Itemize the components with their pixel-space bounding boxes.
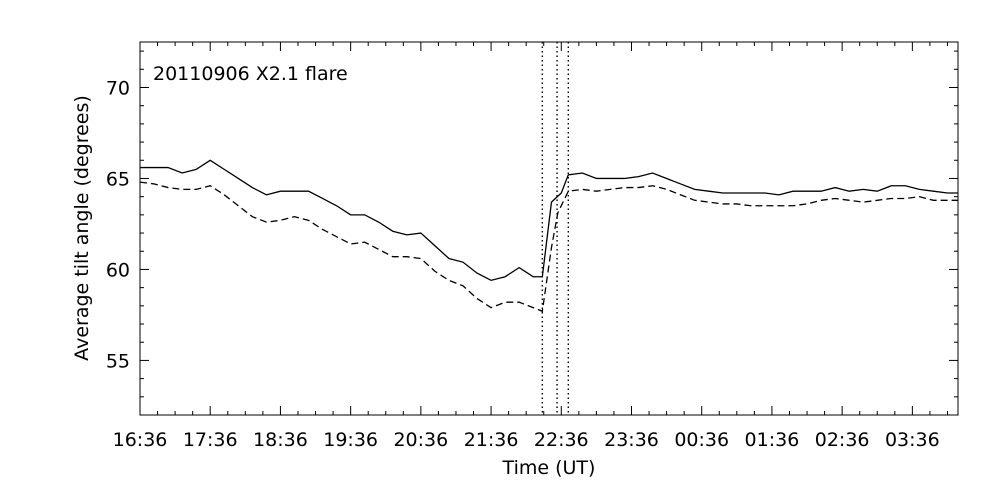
x-tick-label: 21:36	[464, 429, 519, 451]
x-tick-label: 23:36	[604, 429, 659, 451]
flare-annotation: 20110906 X2.1 flare	[153, 63, 348, 85]
x-tick-label: 16:36	[113, 429, 168, 451]
y-tick-label: 55	[106, 350, 130, 372]
y-tick-label: 70	[106, 77, 130, 99]
y-tick-label: 60	[106, 259, 130, 281]
series-line-solid	[140, 159, 958, 282]
x-axis-title: Time (UT)	[502, 457, 596, 479]
x-tick-label: 03:36	[885, 429, 940, 451]
x-tick-label: 20:36	[393, 429, 448, 451]
plot-frame	[139, 41, 959, 416]
y-axis: 55 60 65 70	[106, 50, 958, 416]
x-tick-label: 19:36	[323, 429, 378, 451]
flare-time-markers	[541, 42, 570, 415]
x-axis: 16:36 17:36 18:36 19:36 20:36 21:36 22:36 23:36…	[113, 42, 948, 451]
y-axis-title: Average tilt angle (degrees)	[71, 95, 93, 361]
x-tick-label: 17:36	[183, 429, 238, 451]
series-line-dashed	[139, 181, 958, 313]
y-tick-label: 65	[106, 168, 130, 190]
x-tick-label: 18:36	[253, 429, 308, 451]
x-tick-label: 00:36	[674, 429, 729, 451]
x-tick-label: 01:36	[745, 429, 800, 451]
x-tick-label: 22:36	[534, 429, 589, 451]
series-lines	[139, 159, 958, 313]
x-tick-label: 02:36	[815, 429, 870, 451]
